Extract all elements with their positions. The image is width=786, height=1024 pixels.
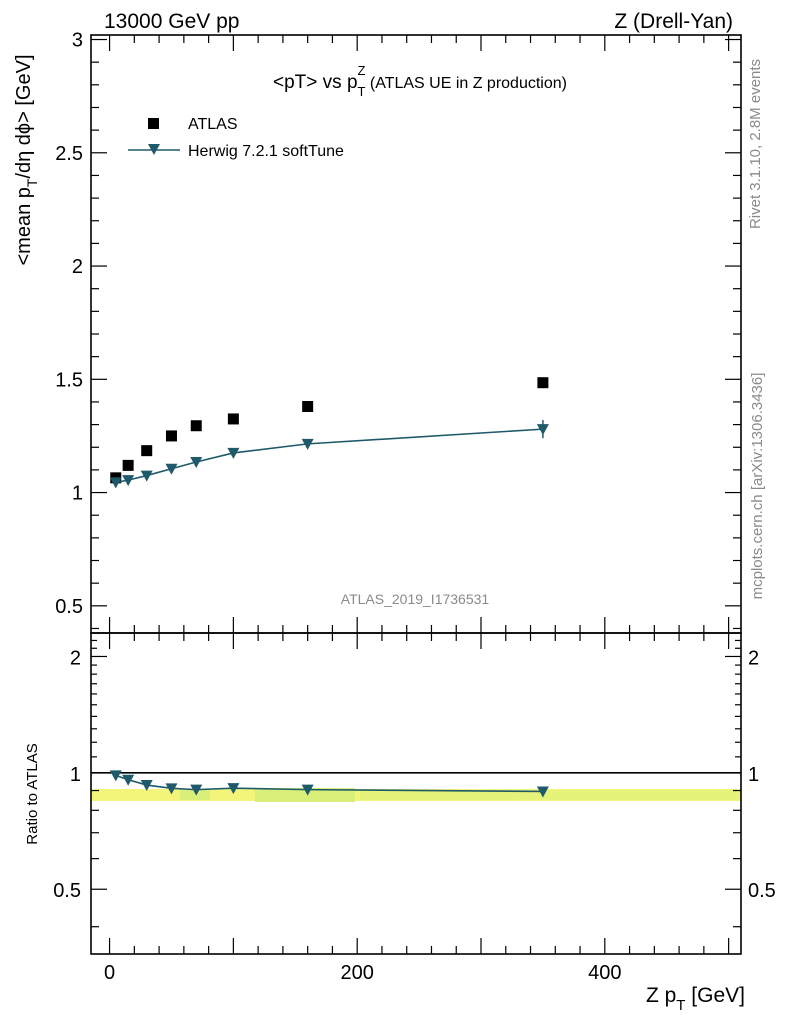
xtick-label: 200	[341, 962, 374, 984]
plot-title: <pT> vs pZ T (ATLAS UE in Z production)	[273, 63, 567, 99]
legend-atlas-marker	[148, 118, 159, 129]
main-ytick-label: 2	[72, 256, 83, 278]
main-ytick-label: 1	[72, 483, 83, 505]
atlas-point	[122, 459, 134, 471]
herwig-point	[301, 438, 314, 450]
plot-title-sup: Z	[358, 63, 366, 78]
ratio-panel-frame	[90, 632, 742, 955]
herwig-point	[536, 424, 549, 436]
xtick-label: 400	[588, 962, 621, 984]
xlabel-a: Z p	[646, 984, 676, 1007]
xlabel-sub: T	[676, 997, 685, 1014]
ratio-herwig-point	[109, 770, 122, 782]
ratio-uncertainty-band	[92, 788, 741, 802]
herwig-point	[122, 475, 135, 487]
ratio-herwig-point	[165, 783, 178, 795]
ratio-ytick-label-right: 1	[748, 764, 759, 786]
plot-title-main: <pT> vs p	[273, 72, 358, 93]
herwig-line	[115, 428, 543, 484]
main-ylabel-a: <mean p	[13, 187, 35, 265]
atlas-point	[302, 400, 314, 412]
atlas-point	[227, 413, 239, 425]
ratio-herwig-point	[536, 786, 549, 798]
xlabel: Z pT [GeV]	[646, 984, 745, 1014]
herwig-point	[165, 463, 178, 475]
atlas-point	[165, 430, 177, 442]
ratio-ytick-label-right: 0.5	[748, 880, 776, 902]
atlas-point	[537, 377, 549, 389]
herwig-point	[190, 456, 203, 468]
header-right: Z (Drell-Yan)	[614, 10, 733, 33]
ratio-ytick-label-left: 1	[70, 764, 81, 786]
mcplots-label: mcplots.cern.ch [arXiv:1306.3436]	[749, 373, 766, 600]
main-ylabel: <mean pT/dη dϕ> [GeV]	[13, 54, 40, 265]
herwig-point	[227, 447, 240, 459]
ratio-herwig-point	[122, 774, 135, 786]
xlabel-b: [GeV]	[685, 984, 745, 1007]
ratio-ytick-label-left: 2	[70, 647, 81, 669]
herwig-point	[140, 470, 153, 482]
main-data	[109, 377, 549, 489]
ratio-data	[109, 770, 549, 798]
ratio-herwig-line	[115, 774, 543, 793]
legend: ATLAS Herwig 7.2.1 softTune	[128, 116, 344, 160]
legend-atlas-label: ATLAS	[188, 116, 238, 133]
plot-title-rest: (ATLAS UE in Z production)	[365, 75, 567, 92]
herwig-point	[109, 477, 122, 489]
ratio-herwig-point	[140, 780, 153, 792]
ratio-ytick-label-left: 0.5	[53, 880, 81, 902]
main-ylabel-b: /dη dϕ> [GeV]	[13, 54, 35, 178]
main-ytick-label: 0.5	[55, 596, 83, 618]
plot-title-sub: T	[357, 84, 365, 99]
xtick-label: 0	[104, 962, 115, 984]
legend-herwig-label: Herwig 7.2.1 softTune	[188, 143, 344, 160]
main-ytick-label: 2.5	[55, 143, 83, 165]
axis-ticks	[91, 35, 741, 954]
main-ytick-label: 3	[72, 30, 83, 52]
ratio-ytick-label-right: 2	[748, 647, 759, 669]
atlas-point	[141, 445, 153, 457]
rivet-version-label: Rivet 3.1.10, 2.8M events	[747, 59, 764, 229]
main-ylabel-sub: T	[24, 178, 40, 187]
analysis-watermark: ATLAS_2019_I1736531	[341, 591, 490, 607]
atlas-point	[190, 420, 202, 432]
ratio-ylabel: Ratio to ATLAS	[24, 743, 41, 844]
legend-herwig-marker	[148, 144, 160, 155]
main-ytick-label: 1.5	[55, 369, 83, 391]
ratio-herwig-point	[301, 784, 314, 796]
header-left: 13000 GeV pp	[104, 10, 239, 33]
ratio-herwig-point	[227, 783, 240, 795]
tick-labels: 0.5 1 1.5 2 2.5 3 0.5 0.5 1 1 2 2 0 200 400	[53, 30, 776, 984]
ratio-herwig-point	[190, 784, 203, 796]
